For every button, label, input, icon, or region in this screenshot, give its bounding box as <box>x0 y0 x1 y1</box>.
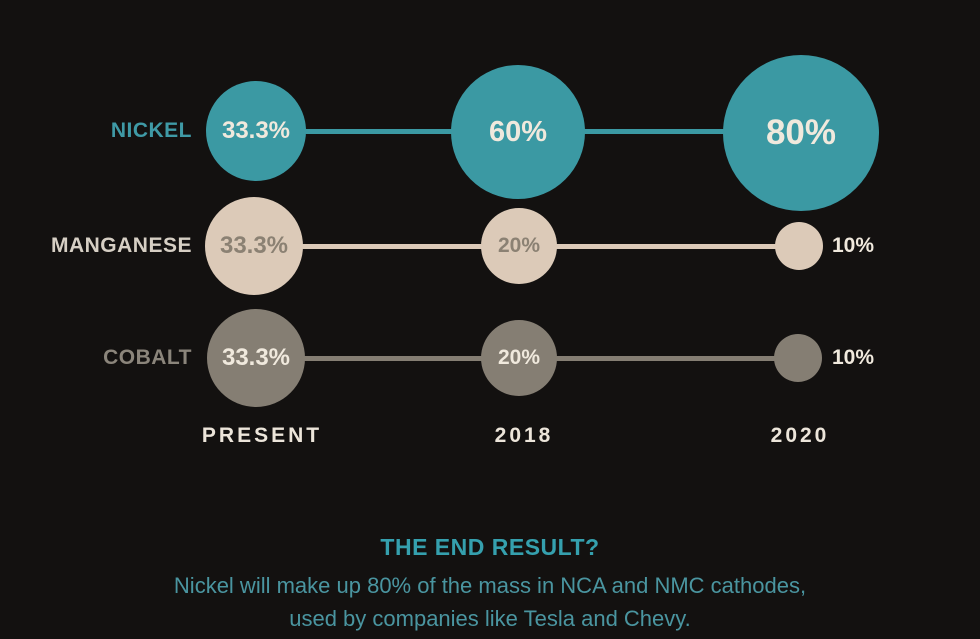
bubble-manganese-2018: 20% <box>481 208 557 284</box>
bubble-manganese-2020 <box>775 222 823 270</box>
bubble-cobalt-2020 <box>774 334 822 382</box>
bubble-manganese-2020-label: 10% <box>832 234 875 257</box>
footer: THE END RESULT? Nickel will make up 80% … <box>0 534 980 639</box>
axis-label-2020: 2020 <box>770 424 830 447</box>
bubble-cobalt-2018: 20% <box>481 320 557 396</box>
footer-line-2: used by companies like Tesla and Chevy. <box>289 606 691 631</box>
bubble-cobalt-present: 33.3% <box>207 309 305 407</box>
axis-label-present: PRESENT <box>201 424 323 447</box>
row-label-nickel: NICKEL <box>110 119 192 142</box>
footer-line-1: Nickel will make up 80% of the mass in N… <box>173 573 807 598</box>
bubble-nickel-present: 33.3% <box>206 81 306 181</box>
bubble-nickel-2020: 80% <box>723 55 879 211</box>
row-label-cobalt: COBALT <box>103 346 192 369</box>
bubble-nickel-2018: 60% <box>451 65 585 199</box>
row-label-manganese: MANGANESE <box>50 234 192 257</box>
bubble-manganese-present: 33.3% <box>205 197 303 295</box>
bubble-cobalt-2020-label: 10% <box>832 346 875 369</box>
axis-label-2018: 2018 <box>494 424 554 447</box>
footer-title: THE END RESULT? <box>380 534 600 560</box>
